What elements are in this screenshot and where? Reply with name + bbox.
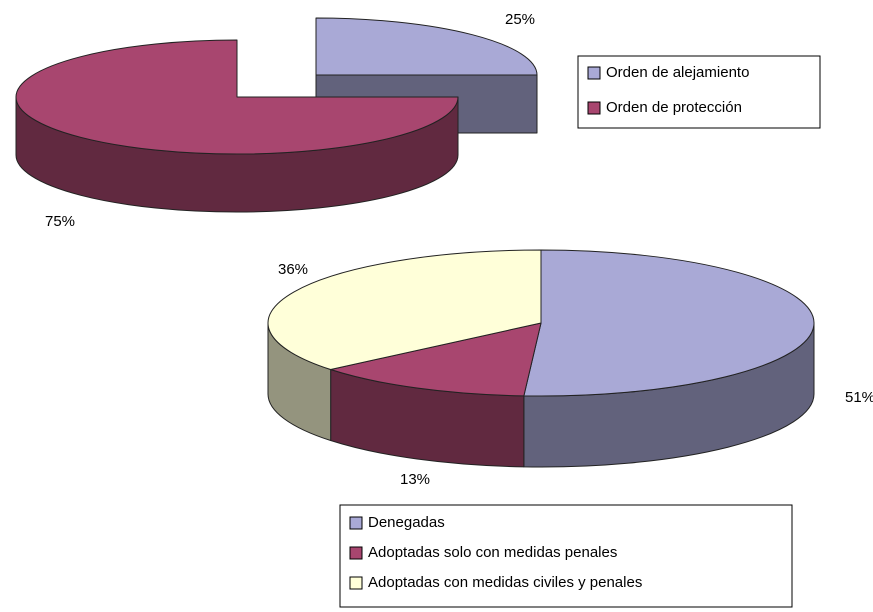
data-label: 75% [45, 213, 75, 230]
slice-top [267, 249, 542, 371]
legend-swatch [587, 66, 601, 80]
pie-slice [523, 249, 815, 468]
legend: Orden de alejamiento Orden de protección [577, 55, 821, 129]
legend-label: Adoptadas con medidas civiles y penales [368, 574, 642, 591]
legend-box [577, 55, 821, 129]
legend-swatch [587, 101, 601, 115]
legend-swatch [349, 516, 363, 530]
data-label: 13% [400, 471, 430, 488]
pie-slice [267, 249, 542, 442]
pie-slice [15, 39, 459, 213]
slice-top [315, 17, 538, 76]
legend: Denegadas Adoptadas solo con medidas pena… [339, 504, 793, 608]
pie-slice [330, 322, 542, 468]
legend-label: Orden de alejamiento [606, 64, 749, 81]
data-label: 51% [845, 389, 873, 406]
legend-label: Orden de protección [606, 99, 742, 116]
legend-label: Denegadas [368, 514, 445, 531]
data-label: 36% [278, 261, 308, 278]
legend-label: Adoptadas solo con medidas penales [368, 544, 617, 561]
legend-box [339, 504, 793, 608]
legend-swatch [349, 546, 363, 560]
legend-swatch [349, 576, 363, 590]
slice-top [330, 322, 542, 397]
slice-top [15, 39, 459, 155]
slice-top [523, 249, 815, 397]
data-label: 25% [505, 11, 535, 28]
